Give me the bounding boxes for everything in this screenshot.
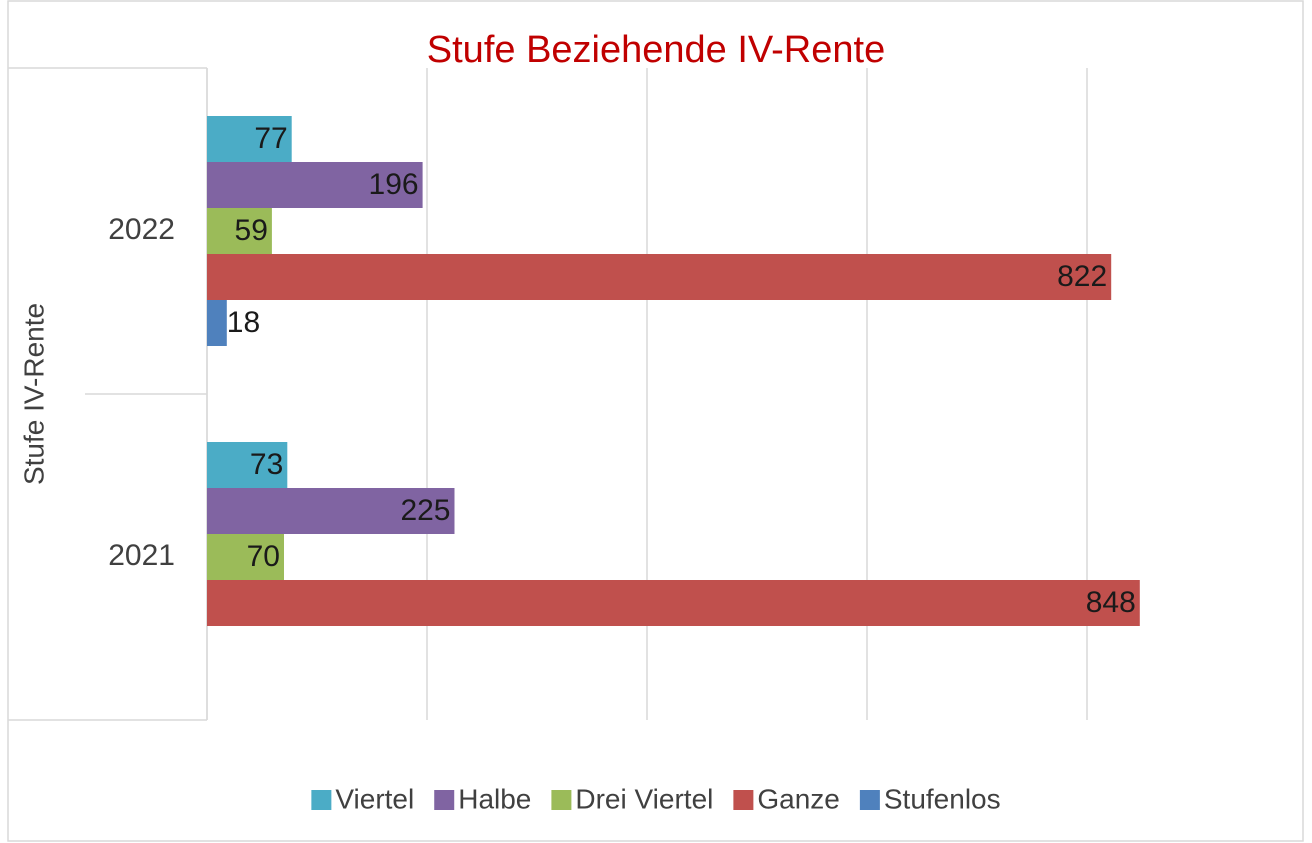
legend-swatch [434,790,455,810]
data-label: 225 [400,494,450,527]
legend-label: Halbe [458,783,531,814]
bar [207,162,423,208]
data-label: 77 [254,122,287,155]
legend-label: Ganze [757,783,840,814]
bar [207,488,455,534]
data-label: 196 [369,168,419,201]
bar [207,208,272,254]
data-label: 848 [1086,586,1136,619]
legend-label: Drei Viertel [575,783,713,814]
legend-swatch [311,790,332,810]
bar [207,534,284,580]
chart-border [7,0,1304,842]
legend-swatch [859,790,880,810]
bar [207,300,227,346]
legend-swatch [733,790,754,810]
data-label: 18 [227,306,260,339]
y-tick-label: 2021 [108,539,175,572]
y-tick-label: 2022 [108,213,175,246]
data-label: 73 [250,448,283,481]
chart-title: Stufe Beziehende IV-Rente [427,29,885,71]
legend-swatch [551,790,572,810]
bar [207,254,1112,300]
legend-label: Stufenlos [884,783,1001,814]
data-label: 822 [1057,260,1107,293]
bar [207,580,1140,626]
legend-label: Viertel [335,783,414,814]
bar [207,442,288,488]
bar [207,116,292,162]
data-label: 70 [247,540,280,573]
data-label: 59 [235,214,268,247]
y-axis-title: Stufe IV-Rente [18,303,49,485]
